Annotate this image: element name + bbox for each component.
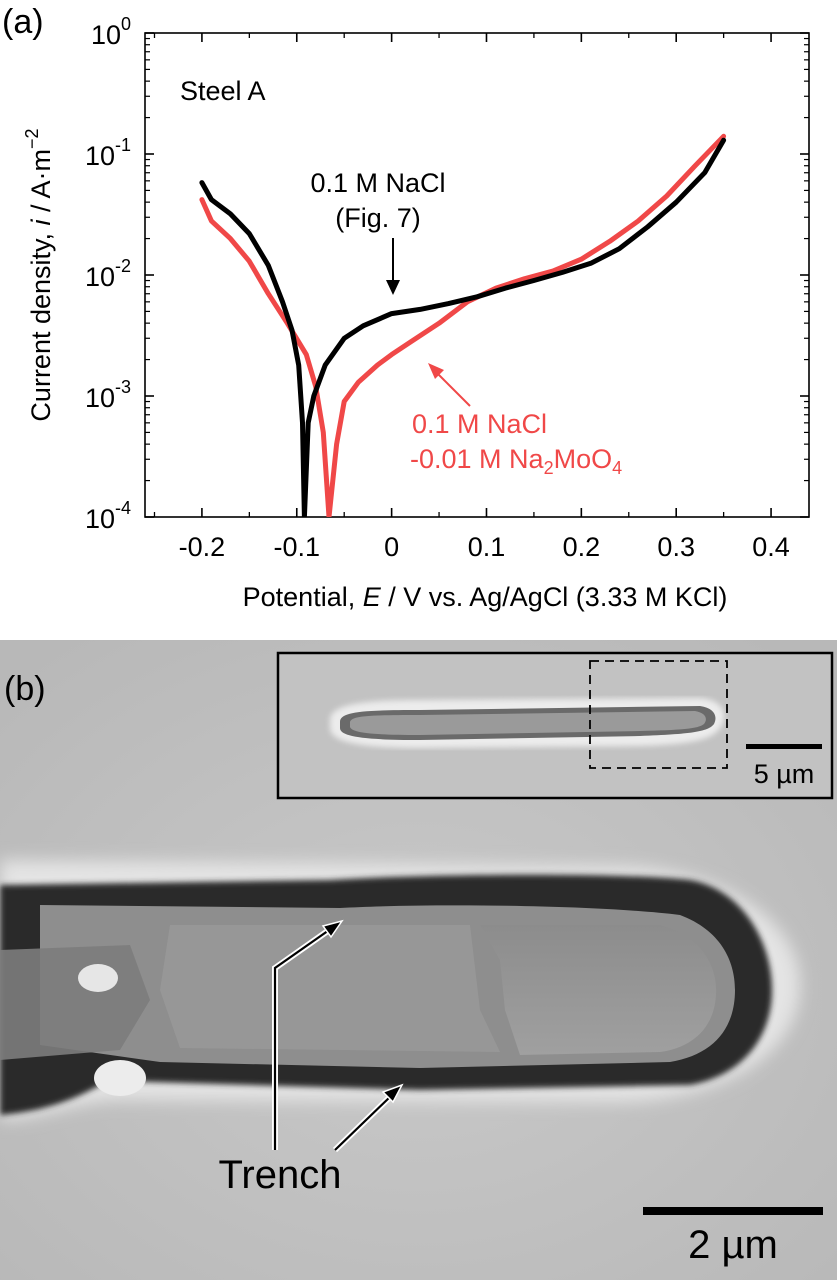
inset-frame [276, 651, 834, 800]
x-tick-label: 0 [384, 532, 399, 562]
red-annotation-arrowhead [428, 363, 444, 379]
bright-particle-1 [78, 964, 118, 992]
red-series-annotation-line1: 0.1 M NaCl [412, 409, 547, 439]
x-tick-label: -0.2 [179, 532, 226, 562]
trench-pointer-bottom-head [381, 1083, 404, 1104]
inset-scale-bar-label: 5 µm [754, 759, 815, 789]
y-axis-ticks: 10-4 10-3 10-2 10-1 100 [85, 14, 809, 534]
inset-inclusion-core [350, 711, 706, 735]
polarization-chart: (a) 10-4 10-3 10-2 10-1 100 -0.2 -0.1 0 0.1 0.2 0… [2, 3, 810, 612]
red-series-annotation-line2: -0.01 M Na2MoO4 [410, 444, 622, 478]
series-line [199, 133, 727, 517]
trench-pointer-top-head [321, 919, 344, 939]
series-layer [199, 133, 727, 517]
x-tick-label: 0.2 [563, 532, 601, 562]
sample-label: Steel A [180, 76, 266, 106]
black-series-annotation-line2: (Fig. 7) [335, 203, 421, 233]
inclusion-grain-mid [160, 925, 500, 1052]
red-annotation-arrow [435, 371, 471, 407]
sem-micrograph: Trench 2 µm (b) 5 µm [0, 640, 837, 1280]
trench-pointer-bottom-core [334, 1094, 393, 1151]
trench-pointer-top-core [273, 927, 333, 1150]
inset-region-box [589, 660, 728, 769]
main-scale-bar [643, 1207, 823, 1215]
y-tick-label: 10-4 [85, 498, 131, 534]
y-tick-label: 10-3 [85, 377, 131, 413]
black-series-annotation-line1: 0.1 M NaCl [310, 168, 445, 198]
x-tick-label: 0.4 [752, 532, 790, 562]
x-tick-label: -0.1 [274, 532, 321, 562]
panel-b-label: (b) [4, 670, 46, 708]
inset-overview: 5 µm [276, 651, 834, 800]
series-line [199, 137, 727, 517]
inclusion-grain-right [480, 925, 717, 1055]
inset-scale-bar [746, 744, 822, 749]
x-axis-ticks: -0.2 -0.1 0 0.1 0.2 0.3 0.4 [153, 33, 790, 562]
x-tick-label: 0.3 [657, 532, 695, 562]
panel-a-label: (a) [2, 3, 44, 41]
y-axis-title: Current density, i / A·m−2 [22, 128, 56, 421]
y-tick-label: 100 [91, 14, 131, 50]
x-tick-label: 0.1 [468, 532, 506, 562]
y-tick-label: 10-2 [85, 256, 131, 292]
x-axis-title: Potential, E / V vs. Ag/AgCl (3.33 M KCl… [243, 582, 728, 612]
black-annotation-arrowhead [386, 280, 400, 295]
main-scale-bar-label: 2 µm [688, 1223, 778, 1267]
y-tick-label: 10-1 [85, 135, 131, 171]
trench-label: Trench [218, 1153, 341, 1197]
bright-particle-2 [94, 1060, 146, 1096]
